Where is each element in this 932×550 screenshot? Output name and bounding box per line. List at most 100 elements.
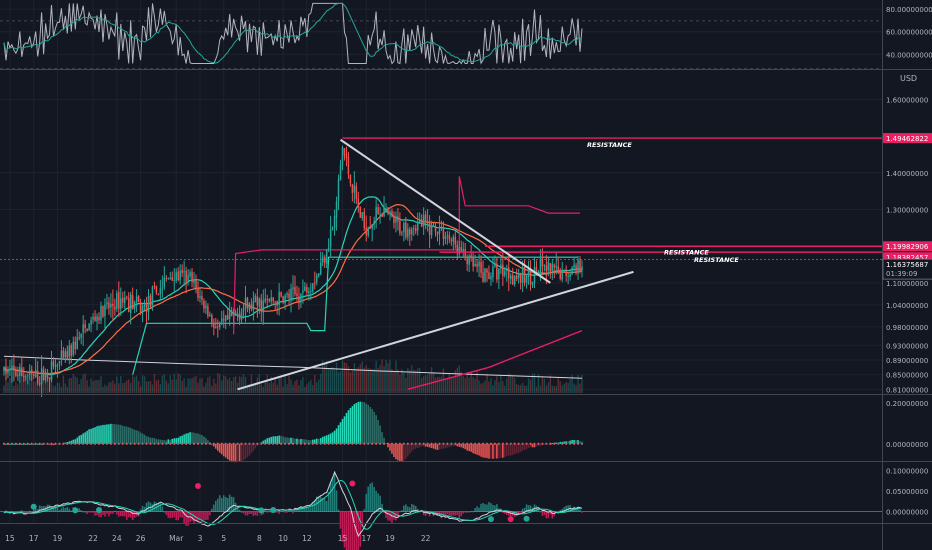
candle-body bbox=[490, 276, 492, 280]
macd-zero-dot bbox=[188, 442, 192, 445]
macd-zero-dot bbox=[315, 442, 318, 445]
volume-bar bbox=[149, 380, 152, 393]
osc-histogram-bar bbox=[66, 506, 69, 512]
macd-histogram-bar bbox=[325, 435, 328, 444]
macd-histogram-bar bbox=[131, 428, 134, 444]
volume-bar bbox=[403, 372, 405, 393]
candle-body bbox=[308, 291, 310, 294]
volume-bar bbox=[207, 377, 209, 393]
candle-body bbox=[167, 278, 170, 280]
macd-histogram-bar bbox=[341, 418, 344, 444]
candle-body bbox=[549, 263, 552, 272]
time-axis-label: 22 bbox=[88, 534, 98, 543]
macd-histogram-bar bbox=[290, 437, 292, 444]
candle-body bbox=[377, 207, 379, 214]
macd-zero-dot bbox=[169, 442, 172, 445]
macd-histogram-bar bbox=[373, 411, 375, 444]
candle-body bbox=[504, 271, 506, 276]
volume-bar bbox=[290, 379, 292, 393]
candle-body bbox=[345, 154, 348, 158]
macd-zero-dot bbox=[196, 442, 200, 445]
volume-bar bbox=[108, 382, 110, 393]
volume-bar bbox=[541, 376, 544, 393]
volume-bar bbox=[519, 385, 522, 393]
macd-histogram-bar bbox=[195, 433, 197, 444]
macd-zero-dot bbox=[121, 442, 124, 445]
candle-body bbox=[440, 228, 443, 230]
macd-zero-dot bbox=[133, 442, 136, 445]
macd-histogram-bar bbox=[112, 424, 114, 444]
candle-body bbox=[159, 288, 162, 294]
macd-histogram-bar bbox=[151, 437, 154, 444]
macd-histogram-bar bbox=[72, 439, 75, 444]
macd-histogram-bar bbox=[236, 443, 239, 462]
rsi-pane[interactable] bbox=[0, 2, 882, 70]
osc-histogram-bar bbox=[379, 495, 381, 512]
time-axis-label: 26 bbox=[136, 534, 146, 543]
macd-histogram-bar bbox=[133, 429, 136, 444]
macd-zero-dot bbox=[418, 442, 421, 445]
macd-zero-dot bbox=[86, 442, 89, 445]
volume-bar bbox=[9, 378, 11, 393]
price-axis-label: 1.30000000 bbox=[886, 206, 928, 214]
osc-histogram-bar bbox=[363, 509, 366, 512]
candle-body bbox=[143, 304, 146, 307]
macd-histogram-bar bbox=[40, 443, 43, 445]
oscillator-pane[interactable] bbox=[0, 471, 882, 550]
volume-bar bbox=[141, 375, 144, 393]
macd-histogram-bar bbox=[420, 443, 423, 447]
macd-zero-dot bbox=[430, 442, 433, 445]
macd-zero-dot bbox=[2, 442, 6, 445]
macd-histogram-bar bbox=[395, 443, 397, 460]
macd-histogram-bar bbox=[323, 436, 326, 444]
volume-bar bbox=[512, 375, 514, 393]
macd-histogram-bar bbox=[296, 438, 298, 444]
volume-bar bbox=[110, 381, 112, 393]
macd-histogram-bar bbox=[308, 440, 310, 444]
macd-histogram-bar bbox=[405, 443, 407, 459]
macd-histogram-bar bbox=[175, 438, 178, 444]
candle-body bbox=[416, 222, 419, 231]
candle-body bbox=[90, 320, 92, 325]
volume-bar bbox=[225, 376, 227, 393]
macd-zero-dot bbox=[89, 442, 93, 445]
macd-zero-dot bbox=[394, 442, 398, 445]
macd-histogram-bar bbox=[317, 438, 320, 444]
osc-histogram-bar bbox=[509, 511, 512, 517]
candle-body bbox=[407, 229, 409, 238]
candle-body bbox=[92, 316, 94, 320]
volume-bar bbox=[270, 376, 272, 393]
macd-pane[interactable] bbox=[2, 401, 584, 463]
candle-body bbox=[185, 270, 187, 283]
time-axis-label: 12 bbox=[302, 534, 312, 543]
osc-histogram-bar bbox=[118, 511, 120, 517]
macd-histogram-bar bbox=[464, 443, 467, 450]
candle-body bbox=[34, 369, 37, 377]
macd-histogram-bar bbox=[319, 438, 322, 444]
macd-histogram-bar bbox=[94, 427, 96, 444]
osc-histogram-bar bbox=[52, 508, 55, 512]
osc-histogram-bar bbox=[88, 511, 90, 513]
candle-body bbox=[464, 248, 466, 258]
macd-histogram-bar bbox=[452, 443, 455, 447]
osc-histogram-bar bbox=[278, 511, 280, 514]
candle-body bbox=[513, 275, 516, 285]
macd-histogram-bar bbox=[351, 406, 354, 444]
osc-histogram-bar bbox=[205, 511, 207, 521]
candle-body bbox=[219, 322, 221, 328]
macd-zero-dot bbox=[252, 442, 255, 445]
volume-bar bbox=[577, 375, 579, 393]
candle-body bbox=[462, 248, 464, 253]
candle-body bbox=[84, 324, 86, 328]
macd-histogram-bar bbox=[9, 443, 11, 445]
volume-bar bbox=[571, 374, 573, 393]
volume-bar bbox=[555, 385, 557, 393]
volume-bar bbox=[116, 376, 118, 393]
osc-histogram-bar bbox=[452, 511, 455, 516]
volume-bar bbox=[133, 377, 136, 393]
volume-bar bbox=[189, 378, 191, 393]
macd-histogram-bar bbox=[310, 440, 312, 444]
volume-bar bbox=[165, 380, 168, 393]
